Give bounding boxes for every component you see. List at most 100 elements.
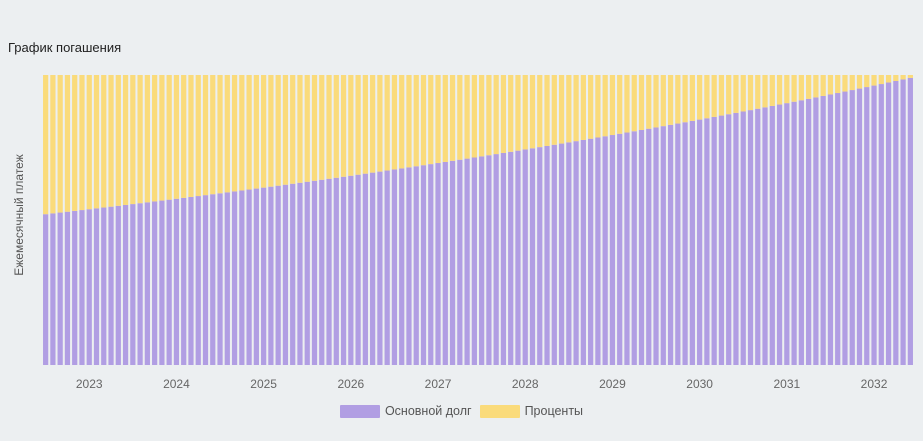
bar-interest[interactable]	[399, 75, 405, 169]
bar-principal[interactable]	[689, 120, 695, 365]
bar-principal[interactable]	[268, 186, 274, 365]
bar-interest[interactable]	[239, 75, 245, 191]
bar-principal[interactable]	[449, 160, 456, 365]
bar-principal[interactable]	[493, 154, 499, 365]
bar-interest[interactable]	[377, 75, 383, 172]
bar-principal[interactable]	[718, 115, 725, 365]
bar-principal[interactable]	[173, 198, 180, 365]
bar-interest[interactable]	[362, 75, 368, 174]
bar-interest[interactable]	[820, 75, 826, 96]
bar-interest[interactable]	[522, 75, 528, 150]
bar-interest[interactable]	[791, 75, 797, 102]
bar-interest[interactable]	[449, 75, 456, 161]
bar-principal[interactable]	[224, 192, 230, 365]
bar-interest[interactable]	[566, 75, 572, 143]
bar-principal[interactable]	[166, 199, 172, 365]
bar-principal[interactable]	[675, 123, 681, 365]
bar-interest[interactable]	[86, 75, 92, 210]
bar-principal[interactable]	[813, 97, 819, 365]
bar-interest[interactable]	[682, 75, 688, 123]
bar-interest[interactable]	[631, 75, 637, 132]
bar-principal[interactable]	[900, 79, 906, 366]
bar-principal[interactable]	[566, 142, 572, 365]
bar-interest[interactable]	[588, 75, 594, 139]
bar-interest[interactable]	[43, 75, 49, 215]
bar-principal[interactable]	[776, 104, 783, 365]
bar-interest[interactable]	[384, 75, 390, 171]
bar-principal[interactable]	[333, 177, 339, 365]
bar-principal[interactable]	[842, 91, 848, 365]
legend-item-interest[interactable]: Проценты	[479, 404, 583, 418]
bar-interest[interactable]	[646, 75, 652, 129]
bar-principal[interactable]	[144, 202, 150, 365]
bar-interest[interactable]	[907, 75, 913, 78]
bar-principal[interactable]	[457, 159, 463, 365]
bar-principal[interactable]	[253, 188, 259, 365]
bar-interest[interactable]	[304, 75, 310, 182]
bar-principal[interactable]	[181, 197, 187, 365]
bar-interest[interactable]	[275, 75, 281, 186]
bar-principal[interactable]	[806, 98, 812, 365]
bar-interest[interactable]	[79, 75, 85, 211]
bar-principal[interactable]	[340, 176, 347, 365]
bar-interest[interactable]	[806, 75, 812, 99]
bar-interest[interactable]	[268, 75, 274, 187]
bar-principal[interactable]	[64, 211, 71, 365]
bar-interest[interactable]	[420, 75, 427, 166]
bar-principal[interactable]	[784, 103, 790, 365]
bar-interest[interactable]	[181, 75, 187, 198]
bar-principal[interactable]	[769, 105, 775, 365]
bar-principal[interactable]	[827, 94, 834, 365]
bar-principal[interactable]	[188, 196, 194, 365]
bar-interest[interactable]	[282, 75, 289, 185]
bar-interest[interactable]	[231, 75, 238, 192]
bar-principal[interactable]	[246, 189, 252, 365]
bar-principal[interactable]	[624, 132, 630, 365]
bar-principal[interactable]	[885, 82, 892, 365]
bar-principal[interactable]	[733, 112, 739, 365]
bar-principal[interactable]	[362, 173, 368, 365]
bar-interest[interactable]	[442, 75, 448, 162]
bar-principal[interactable]	[464, 158, 470, 365]
bar-principal[interactable]	[907, 77, 913, 366]
bar-principal[interactable]	[50, 213, 56, 365]
bar-principal[interactable]	[573, 141, 579, 365]
bar-interest[interactable]	[471, 75, 477, 158]
bar-interest[interactable]	[435, 75, 441, 164]
bar-interest[interactable]	[893, 75, 899, 81]
bar-interest[interactable]	[842, 75, 848, 92]
bar-principal[interactable]	[617, 133, 623, 365]
bar-principal[interactable]	[697, 119, 703, 365]
bar-interest[interactable]	[326, 75, 332, 179]
bar-interest[interactable]	[500, 75, 507, 153]
bar-principal[interactable]	[740, 111, 746, 365]
bar-principal[interactable]	[864, 87, 870, 365]
bar-principal[interactable]	[442, 161, 448, 365]
bar-principal[interactable]	[115, 205, 121, 365]
bar-principal[interactable]	[893, 80, 899, 366]
bar-interest[interactable]	[704, 75, 710, 119]
bar-interest[interactable]	[617, 75, 623, 134]
bar-principal[interactable]	[508, 151, 514, 365]
bar-principal[interactable]	[130, 204, 136, 365]
bar-interest[interactable]	[261, 75, 267, 188]
bar-principal[interactable]	[311, 180, 318, 365]
bar-interest[interactable]	[297, 75, 303, 183]
bar-principal[interactable]	[588, 138, 594, 365]
bar-principal[interactable]	[108, 206, 114, 365]
bar-interest[interactable]	[776, 75, 783, 105]
bar-principal[interactable]	[486, 155, 492, 365]
bar-interest[interactable]	[166, 75, 172, 200]
bar-interest[interactable]	[784, 75, 790, 104]
bar-principal[interactable]	[515, 150, 521, 365]
bar-interest[interactable]	[769, 75, 775, 106]
bar-principal[interactable]	[391, 169, 398, 365]
bar-principal[interactable]	[667, 124, 674, 365]
bar-interest[interactable]	[413, 75, 419, 167]
bar-interest[interactable]	[406, 75, 412, 168]
bar-interest[interactable]	[464, 75, 470, 159]
bar-interest[interactable]	[827, 75, 834, 95]
bar-principal[interactable]	[72, 210, 78, 365]
bar-interest[interactable]	[152, 75, 158, 202]
bar-interest[interactable]	[529, 75, 536, 149]
